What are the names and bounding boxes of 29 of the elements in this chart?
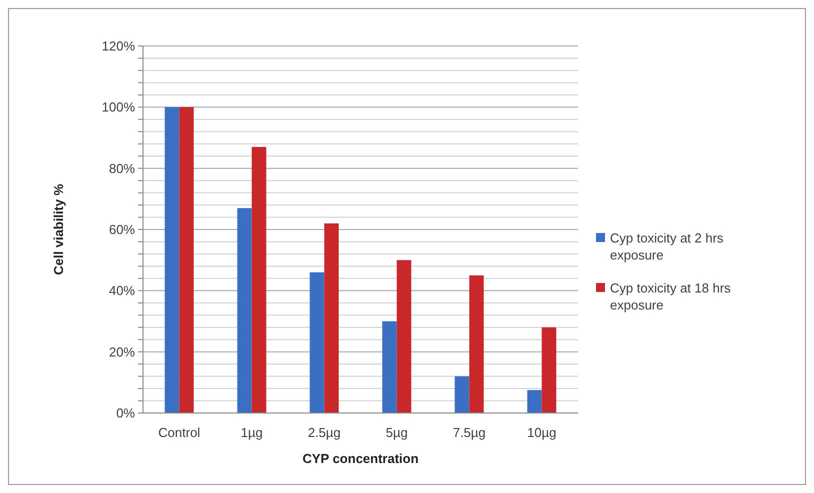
y-tick-label: 20% — [108, 344, 136, 360]
y-tick-label: 60% — [108, 222, 136, 238]
legend-label: Cyp toxicity at 2 hrs exposure — [610, 230, 724, 262]
bar — [469, 275, 484, 413]
y-tick-label: 40% — [108, 283, 136, 298]
x-axis-title: CYP concentration — [302, 451, 419, 466]
x-tick-label: 10µg — [527, 425, 556, 440]
bar — [164, 107, 180, 413]
x-tick-label: 7.5µg — [452, 425, 486, 440]
bar — [382, 321, 397, 413]
x-tick-label: 5µg — [386, 425, 408, 440]
bar — [252, 146, 266, 413]
x-tick-label: 2.5µg — [308, 425, 341, 440]
y-tick-label: 120% — [102, 38, 136, 54]
bar — [179, 107, 194, 413]
bar — [324, 223, 339, 413]
y-axis-title: Cell viability % — [51, 184, 66, 276]
bar — [454, 376, 470, 413]
bar — [396, 260, 412, 413]
x-tick-label: 1µg — [240, 425, 263, 440]
bar — [237, 208, 252, 413]
y-tick-label: 0% — [116, 406, 136, 421]
x-tick-label: Control — [158, 425, 200, 440]
y-tick-label: 100% — [102, 100, 136, 115]
bar — [527, 390, 542, 413]
y-tick-label: 80% — [108, 160, 136, 176]
bar — [310, 272, 324, 413]
bar — [542, 327, 556, 413]
legend-label: Cyp toxicity at 18 hrs exposure — [610, 280, 732, 312]
